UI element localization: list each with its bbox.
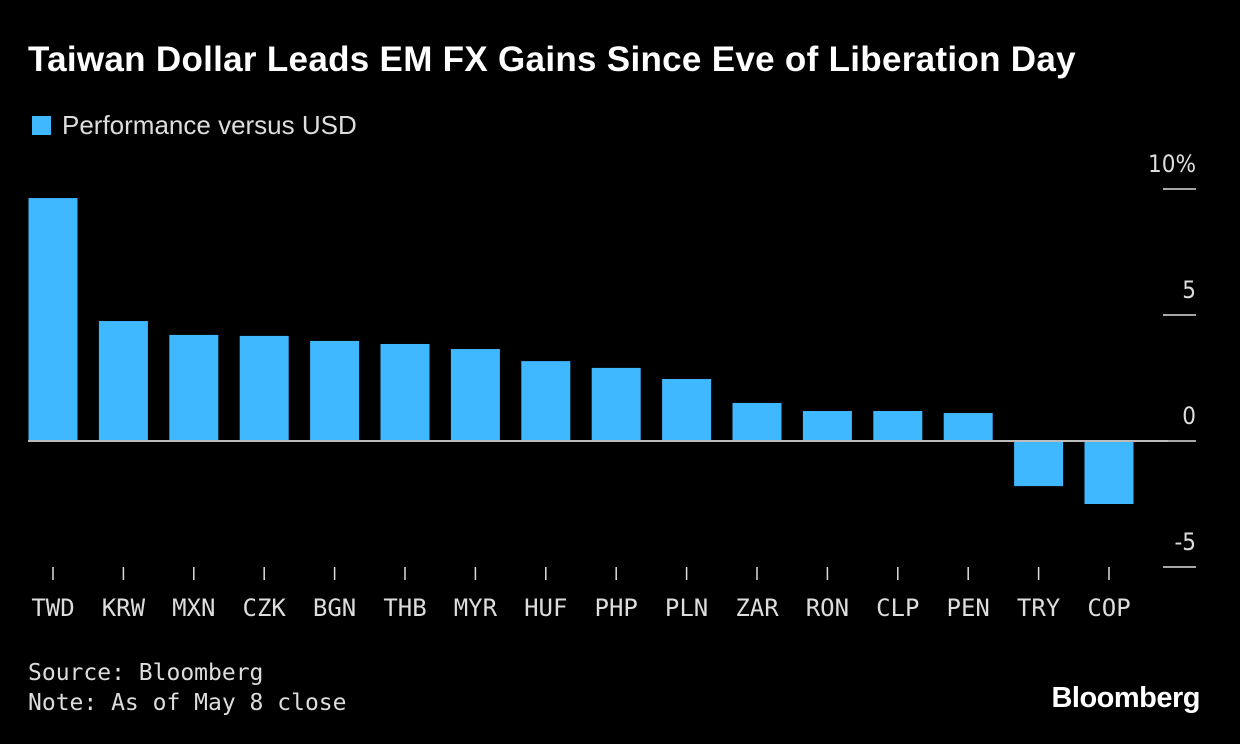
x-tick-label: PHP xyxy=(595,594,638,622)
x-tick-label: PLN xyxy=(665,594,708,622)
x-tick-label: ZAR xyxy=(735,594,779,622)
legend: Performance versus USD xyxy=(32,110,357,141)
bar-clp xyxy=(873,411,923,441)
x-tick-label: COP xyxy=(1087,594,1130,622)
bar-try xyxy=(1014,441,1064,487)
bar-pen xyxy=(943,413,993,441)
bar-bgn xyxy=(310,340,360,441)
bar-zar xyxy=(732,402,782,441)
bar-thb xyxy=(380,343,430,441)
bar-czk xyxy=(239,335,289,441)
x-tick-label: TWD xyxy=(31,594,74,622)
bar-cop xyxy=(1084,441,1134,504)
legend-label: Performance versus USD xyxy=(62,110,357,140)
note-text: Note: As of May 8 close xyxy=(28,690,347,716)
x-tick-label: BGN xyxy=(313,594,356,622)
chart-title: Taiwan Dollar Leads EM FX Gains Since Ev… xyxy=(28,40,1076,79)
x-tick-label: TRY xyxy=(1017,594,1061,622)
bar-krw xyxy=(98,321,148,441)
bloomberg-logo: Bloomberg xyxy=(1051,682,1200,714)
source-text: Source: Bloomberg xyxy=(28,660,264,686)
x-tick-label: KRW xyxy=(102,594,146,622)
bar-php xyxy=(591,367,641,441)
x-tick-label: RON xyxy=(806,594,849,622)
bar-myr xyxy=(450,349,500,441)
x-tick-label: MYR xyxy=(454,594,498,622)
legend-swatch xyxy=(32,116,51,135)
y-tick-label: -5 xyxy=(1174,528,1196,556)
bar-twd xyxy=(28,198,78,441)
y-tick-label: 0 xyxy=(1182,402,1196,430)
bar-huf xyxy=(521,361,571,441)
y-tick-label: 5 xyxy=(1182,276,1196,304)
bar-pln xyxy=(662,379,712,441)
x-tick-label: HUF xyxy=(524,594,567,622)
x-tick-label: PEN xyxy=(947,594,990,622)
bar-mxn xyxy=(169,334,219,441)
x-tick-label: CLP xyxy=(876,594,919,622)
y-tick-label: 10% xyxy=(1148,150,1196,178)
x-tick-label: MXN xyxy=(172,594,215,622)
x-tick-label: CZK xyxy=(243,594,287,622)
x-tick-label: THB xyxy=(383,594,426,622)
bar-ron xyxy=(802,411,852,441)
